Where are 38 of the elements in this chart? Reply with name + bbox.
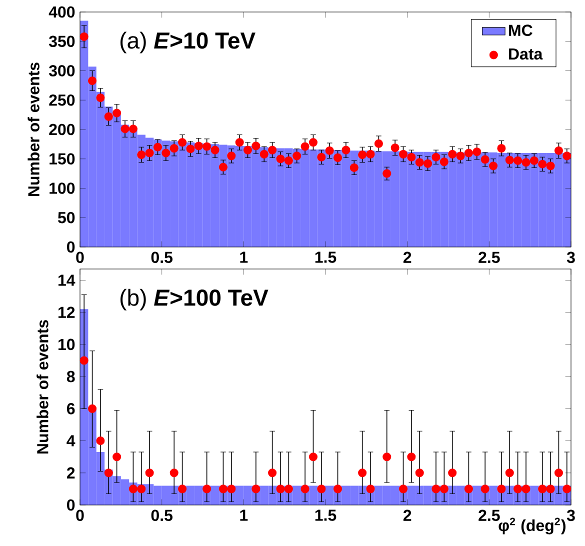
y-tick-label: 350 — [48, 36, 75, 48]
y-tick-label: 250 — [49, 94, 75, 106]
legend-label: Data — [509, 48, 543, 60]
y-tick-label: 0 — [67, 499, 75, 511]
x-tick-label: 2.5 — [478, 252, 500, 264]
x-tick-label: 0 — [76, 510, 84, 522]
x-tick-label: 0.5 — [151, 252, 173, 264]
x-tick-label: 3 — [566, 510, 575, 522]
y-tick-label: 400 — [48, 6, 75, 18]
x-tick-label: 0.5 — [151, 510, 173, 522]
y-tick-label: 150 — [50, 153, 75, 165]
x-tick-label: 1.5 — [315, 252, 336, 263]
x-tick-label: 1 — [240, 510, 248, 521]
y-tick-label: 200 — [49, 124, 75, 136]
x-tick-label: 2.5 — [478, 510, 500, 522]
x-tick-label: 2 — [403, 252, 412, 263]
x-tick-label: 0 — [76, 252, 84, 264]
x-tick-label: 2 — [403, 510, 412, 521]
y-tick-label: 14 — [58, 274, 76, 286]
x-tick-label: 1.5 — [315, 510, 336, 521]
y-axis-title: Number of events — [28, 62, 40, 196]
x-tick-label: 1 — [240, 252, 248, 263]
y-tick-label: 100 — [50, 182, 75, 194]
legend-label: MC — [509, 24, 532, 36]
x-tick-label: 3 — [566, 252, 575, 264]
y-tick-label: 0 — [67, 241, 75, 253]
y-axis-title: Number of events — [36, 320, 48, 454]
chart-title: (b) E>100 TeV — [120, 288, 268, 310]
y-tick-label: 12 — [58, 306, 75, 318]
y-tick-label: 50 — [58, 212, 75, 224]
y-tick-label: 8 — [66, 370, 75, 382]
y-tick-label: 2 — [66, 467, 75, 478]
x-axis-title: φ$^{2}$ (deg$^{2}$) — [498, 518, 566, 534]
chart-title: (a) E>10 TeV — [120, 32, 256, 54]
y-tick-label: 300 — [48, 65, 75, 76]
y-tick-label: 10 — [58, 338, 75, 350]
y-tick-label: 6 — [66, 403, 75, 414]
y-tick-label: 4 — [66, 435, 76, 446]
